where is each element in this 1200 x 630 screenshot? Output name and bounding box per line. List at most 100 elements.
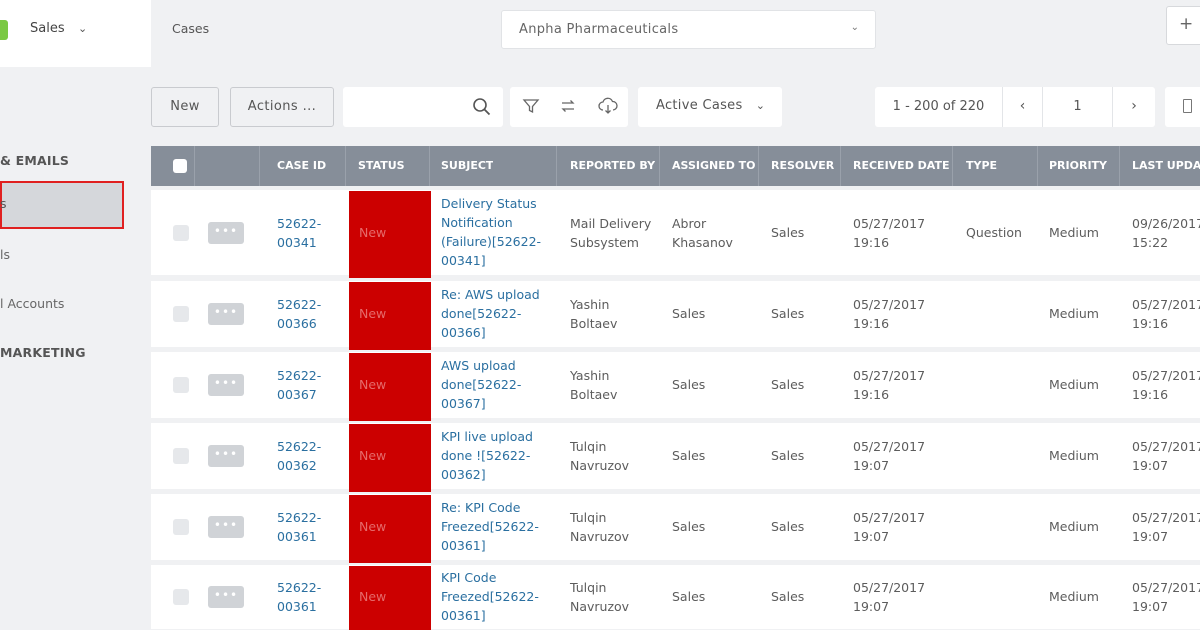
layout-toggle-button[interactable] — [1165, 87, 1200, 127]
table-row[interactable]: ••• 52622- 00362 New KPI live upload done ![5… — [151, 423, 1200, 492]
plus-icon: + — [1179, 14, 1194, 34]
case-id-link[interactable]: 52622- — [277, 510, 322, 525]
case-id-link[interactable]: 00341 — [277, 235, 317, 250]
received-date: 05/27/2017 — [853, 216, 926, 231]
column-header-reported-by[interactable]: REPORTED BY — [570, 159, 656, 172]
received-time: 19:16 — [853, 316, 890, 331]
subject-link[interactable]: KPI live upload — [441, 429, 533, 444]
row-checkbox[interactable] — [173, 519, 189, 535]
status-badge: New — [349, 191, 431, 278]
row-checkbox[interactable] — [173, 448, 189, 464]
reported-by: Subsystem — [570, 235, 639, 250]
subject-link[interactable]: 00366] — [441, 325, 486, 340]
column-divider — [194, 146, 195, 186]
column-header-case-id[interactable]: CASE ID — [277, 159, 327, 172]
subject-link[interactable]: done ![52622- — [441, 448, 531, 463]
column-header-resolver[interactable]: RESOLVER — [771, 159, 835, 172]
subject-link[interactable]: (Failure)[52622- — [441, 234, 542, 249]
row-menu-button[interactable]: ••• — [208, 303, 244, 325]
last-updated-time: 19:07 — [1132, 529, 1169, 544]
subject-link[interactable]: Freezed[52622- — [441, 589, 539, 604]
column-header-last-updated[interactable]: LAST UPDAT — [1132, 159, 1200, 172]
status-label: New — [359, 306, 387, 321]
case-id-link[interactable]: 00362 — [277, 458, 317, 473]
row-menu-button[interactable]: ••• — [208, 586, 244, 608]
search-input[interactable] — [343, 87, 503, 127]
table-row[interactable]: ••• 52622- 00361 New Re: KPI Code Freezed[526… — [151, 494, 1200, 563]
column-header-priority[interactable]: PRIORITY — [1049, 159, 1108, 172]
subject-link[interactable]: 00367] — [441, 396, 486, 411]
previous-page-button[interactable]: ‹ — [1003, 87, 1043, 127]
row-menu-button[interactable]: ••• — [208, 445, 244, 467]
received-time: 19:07 — [853, 599, 890, 614]
page-number-input[interactable]: 1 — [1043, 87, 1113, 127]
case-id-link[interactable]: 52622- — [277, 439, 322, 454]
row-menu-button[interactable]: ••• — [208, 222, 244, 244]
row-menu-button[interactable]: ••• — [208, 516, 244, 538]
column-header-assigned-to[interactable]: ASSIGNED TO — [672, 159, 756, 172]
case-id-link[interactable]: 00367 — [277, 387, 317, 402]
subject-link[interactable]: KPI Code — [441, 570, 497, 585]
received-date: 05/27/2017 — [853, 297, 926, 312]
column-header-type[interactable]: TYPE — [966, 159, 998, 172]
resolver: Sales — [771, 589, 805, 604]
status-badge: New — [349, 566, 431, 630]
row-checkbox[interactable] — [173, 589, 189, 605]
case-id-link[interactable]: 00366 — [277, 316, 317, 331]
table-row[interactable]: ••• 52622- 00367 New AWS upload done[52622- 00… — [151, 352, 1200, 421]
column-divider — [429, 146, 430, 186]
subject-link[interactable]: 00361] — [441, 538, 486, 553]
reported-by: Tulqin — [570, 439, 607, 454]
sidebar-item-active[interactable]: s — [0, 181, 124, 229]
subject-link[interactable]: done[52622- — [441, 377, 522, 392]
case-id-link[interactable]: 00361 — [277, 599, 317, 614]
row-checkbox[interactable] — [173, 225, 189, 241]
table-row[interactable]: ••• 52622- 00366 New Re: AWS upload done[5262… — [151, 281, 1200, 350]
subject-link[interactable]: Notification — [441, 215, 513, 230]
subject-link[interactable]: Re: AWS upload — [441, 287, 540, 302]
app-switcher[interactable]: Sales ⌄ — [0, 0, 151, 67]
subject-link[interactable]: Re: KPI Code — [441, 500, 521, 515]
filter-icon[interactable] — [522, 97, 540, 115]
subject-link[interactable]: 00341] — [441, 253, 486, 268]
company-select-value: Anpha Pharmaceuticals — [519, 22, 679, 37]
chevron-down-icon[interactable]: ⌄ — [78, 22, 88, 35]
app-name[interactable]: Sales — [30, 21, 65, 36]
case-id-link[interactable]: 52622- — [277, 216, 322, 231]
subject-link[interactable]: 00361] — [441, 608, 486, 623]
new-button[interactable]: New — [151, 87, 219, 127]
subject-link[interactable]: AWS upload — [441, 358, 516, 373]
actions-button[interactable]: Actions ... — [230, 87, 334, 127]
case-id-link[interactable]: 00361 — [277, 529, 317, 544]
column-header-subject[interactable]: SUBJECT — [441, 159, 494, 172]
row-checkbox[interactable] — [173, 306, 189, 322]
refresh-icon[interactable] — [559, 97, 577, 115]
column-header-status[interactable]: STATUS — [358, 159, 405, 172]
next-page-button[interactable]: › — [1131, 98, 1137, 114]
subject-link[interactable]: Delivery Status — [441, 196, 537, 211]
table-row[interactable]: ••• 52622- 00341 New Delivery Status Notifica… — [151, 190, 1200, 278]
view-filter-select[interactable]: Active Cases ⌄ — [638, 87, 782, 127]
add-button[interactable]: + — [1166, 6, 1200, 45]
case-id-link[interactable]: 52622- — [277, 297, 322, 312]
table-row[interactable]: ••• 52622- 00361 New KPI Code Freezed[52622- 0… — [151, 565, 1200, 630]
select-all-checkbox[interactable] — [173, 159, 187, 173]
sidebar-item-accounts[interactable]: l Accounts — [0, 296, 65, 311]
subject-link[interactable]: 00362] — [441, 467, 486, 482]
case-id-link[interactable]: 52622- — [277, 580, 322, 595]
last-updated-time: 19:16 — [1132, 316, 1169, 331]
subject-link[interactable]: Freezed[52622- — [441, 519, 539, 534]
search-icon[interactable] — [472, 97, 491, 116]
case-id-link[interactable]: 52622- — [277, 368, 322, 383]
column-divider — [1037, 146, 1038, 186]
column-header-received-date[interactable]: RECEIVED DATE — [853, 159, 950, 172]
subject-link[interactable]: done[52622- — [441, 306, 522, 321]
sidebar-item[interactable]: ls — [0, 247, 10, 262]
cloud-download-icon[interactable] — [598, 97, 618, 115]
company-select[interactable]: Anpha Pharmaceuticals ⌄ — [501, 10, 876, 49]
row-checkbox[interactable] — [173, 377, 189, 393]
row-menu-button[interactable]: ••• — [208, 374, 244, 396]
pagination: 1 - 200 of 220 ‹ 1 › — [875, 87, 1155, 127]
last-updated-date: 05/27/2017 — [1132, 297, 1200, 312]
assigned-to: Sales — [672, 306, 706, 321]
